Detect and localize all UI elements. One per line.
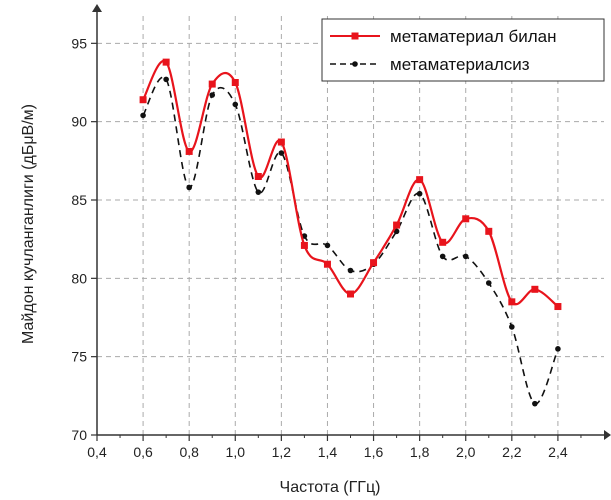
data-point — [393, 221, 401, 229]
data-point — [185, 147, 193, 155]
legend-label-series-2: метаматериалсиз — [390, 55, 530, 74]
y-axis-title: Майдон кучланганлиги (дБμВ/м) — [20, 104, 37, 344]
data-point — [162, 58, 170, 66]
data-point — [416, 190, 423, 197]
y-tick-label: 85 — [71, 192, 87, 208]
series-layer — [139, 58, 562, 407]
y-tick-label: 95 — [71, 35, 87, 51]
data-point — [300, 241, 308, 249]
x-tick-label: 2,0 — [456, 444, 476, 460]
legend: метаматериал билан метаматериалсиз — [321, 18, 605, 82]
x-tick-label: 1,2 — [272, 444, 292, 460]
data-point — [208, 80, 216, 88]
data-point — [509, 324, 515, 330]
data-point — [555, 346, 561, 352]
series-line — [142, 76, 559, 405]
data-point — [532, 400, 538, 407]
x-tick-label: 0,8 — [179, 444, 199, 460]
x-tick-label: 1,8 — [410, 444, 430, 460]
x-tick-label: 2,2 — [502, 444, 522, 460]
legend-label-series-1: метаматериал билан — [390, 27, 557, 46]
x-tick-label: 2,4 — [548, 444, 568, 460]
x-tick-label: 1,4 — [318, 444, 338, 460]
data-point — [139, 96, 147, 104]
y-tick-label: 70 — [71, 427, 87, 443]
data-point — [278, 150, 285, 156]
data-point — [231, 79, 239, 86]
legend-marker-series-2 — [352, 61, 358, 67]
data-point — [186, 184, 192, 191]
y-tick-label: 90 — [71, 114, 87, 130]
data-point — [323, 260, 331, 268]
y-tick-label: 80 — [71, 270, 87, 286]
data-point — [462, 253, 469, 260]
series-2 — [140, 76, 561, 407]
x-tick-label: 0,6 — [133, 444, 153, 460]
data-point — [140, 112, 146, 119]
data-point — [439, 238, 447, 246]
data-point — [324, 242, 331, 249]
data-point — [254, 173, 262, 180]
data-point — [485, 280, 492, 286]
data-point — [209, 92, 216, 98]
data-point — [416, 176, 424, 184]
data-point — [531, 285, 539, 293]
data-point — [163, 76, 169, 83]
data-point — [393, 228, 400, 235]
data-point — [277, 138, 285, 146]
data-point — [508, 298, 516, 306]
legend-box — [321, 18, 605, 82]
data-point — [554, 303, 562, 311]
y-tick-label: 75 — [71, 349, 87, 365]
x-axis-title: Частота (ГГц) — [280, 479, 381, 496]
data-point — [347, 290, 354, 298]
data-point — [347, 267, 354, 274]
x-tick-label: 1,6 — [364, 444, 384, 460]
x-tick-label: 0,4 — [87, 444, 107, 460]
y-axis-arrow — [92, 4, 102, 12]
axis-ticks: 70 75 80 85 90 95 0,4 0,6 0,8 1,0 1,2 1,4 1,6 1,8 2,0 2… — [71, 35, 582, 460]
series-1 — [139, 58, 562, 311]
legend-marker-series-1 — [351, 32, 359, 40]
data-point — [255, 189, 262, 195]
data-point — [439, 253, 446, 260]
data-point — [485, 227, 493, 235]
data-point — [232, 101, 239, 108]
data-point — [370, 259, 378, 267]
x-axis-arrow — [604, 430, 611, 440]
data-point — [462, 215, 470, 223]
x-tick-label: 1,0 — [226, 444, 246, 460]
